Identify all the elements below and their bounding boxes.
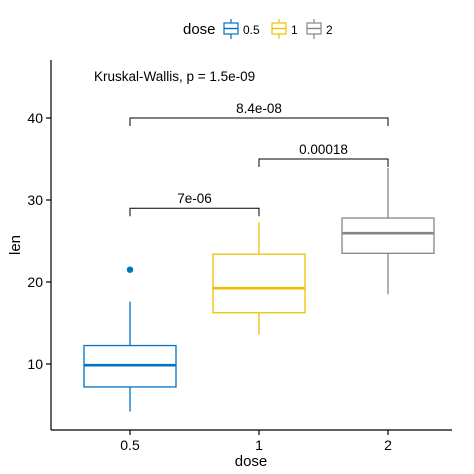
x-tick-label: 0.5 <box>120 437 140 453</box>
y-tick-label: 30 <box>27 192 43 208</box>
comparison-bracket: 7e-06 <box>129 191 260 217</box>
y-tick-label: 10 <box>27 356 43 372</box>
box-group-2 <box>341 168 435 295</box>
x-tick-label: 1 <box>255 437 263 453</box>
legend-item-0.5: 0.5 <box>223 19 260 39</box>
outlier-point <box>126 266 134 273</box>
legend-title: dose <box>183 21 216 38</box>
legend-label: 0.5 <box>243 23 260 37</box>
legend-label: 1 <box>291 23 298 37</box>
x-axis-ticks: 0.5 1 2 <box>120 430 392 453</box>
box-iqr <box>212 253 306 314</box>
bracket-line <box>129 207 260 217</box>
box-iqr <box>341 217 435 254</box>
bracket-line <box>258 158 389 167</box>
bracket-p-value: 0.00018 <box>299 142 348 157</box>
bracket-p-value: 7e-06 <box>177 191 212 206</box>
bracket-line <box>129 117 389 126</box>
y-axis-ticks: 10 20 30 40 <box>27 110 51 372</box>
comparison-bracket: 8.4e-08 <box>129 101 389 126</box>
legend-entries: 0.5 1 2 <box>223 19 333 39</box>
box-group-1 <box>212 222 306 335</box>
legend: dose 0.5 1 2 <box>183 19 333 39</box>
legend-item-1: 1 <box>271 19 298 39</box>
x-axis-title: dose <box>235 453 268 470</box>
legend-label: 2 <box>326 23 333 37</box>
y-axis-title: len <box>7 235 24 255</box>
box-group-0.5 <box>83 266 177 412</box>
y-tick-label: 40 <box>27 110 43 126</box>
x-tick-label: 2 <box>384 437 392 453</box>
bracket-p-value: 8.4e-08 <box>236 101 282 116</box>
comparison-bracket: 0.00018 <box>258 142 389 167</box>
legend-item-2: 2 <box>306 19 333 39</box>
plot-area: 7e-06 0.00018 8.4e-08 <box>83 101 435 412</box>
kruskal-wallis-annotation: Kruskal-Wallis, p = 1.5e-09 <box>94 69 255 84</box>
y-tick-label: 20 <box>27 274 43 290</box>
